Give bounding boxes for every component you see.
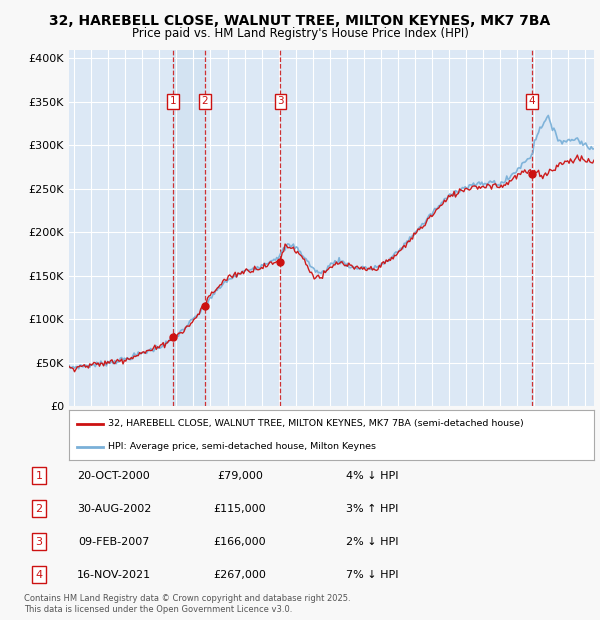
Text: 2% ↓ HPI: 2% ↓ HPI [346, 536, 398, 547]
Text: 3: 3 [277, 96, 284, 106]
Text: 3% ↑ HPI: 3% ↑ HPI [346, 503, 398, 513]
Text: 4% ↓ HPI: 4% ↓ HPI [346, 471, 398, 480]
Text: 3: 3 [35, 536, 43, 547]
Text: Contains HM Land Registry data © Crown copyright and database right 2025.
This d: Contains HM Land Registry data © Crown c… [24, 595, 350, 614]
Text: £115,000: £115,000 [214, 503, 266, 513]
Text: £166,000: £166,000 [214, 536, 266, 547]
Text: £267,000: £267,000 [214, 570, 266, 580]
Text: 2: 2 [35, 503, 43, 513]
Text: 7% ↓ HPI: 7% ↓ HPI [346, 570, 398, 580]
Text: 1: 1 [35, 471, 43, 480]
Bar [280, 50, 281, 406]
Text: HPI: Average price, semi-detached house, Milton Keynes: HPI: Average price, semi-detached house,… [109, 442, 376, 451]
Text: 2: 2 [202, 96, 208, 106]
Text: 16-NOV-2021: 16-NOV-2021 [77, 570, 151, 580]
Text: 4: 4 [529, 96, 536, 106]
Text: 4: 4 [35, 570, 43, 580]
Text: 20-OCT-2000: 20-OCT-2000 [77, 471, 151, 480]
Text: 32, HAREBELL CLOSE, WALNUT TREE, MILTON KEYNES, MK7 7BA (semi-detached house): 32, HAREBELL CLOSE, WALNUT TREE, MILTON … [109, 419, 524, 428]
Text: 1: 1 [170, 96, 176, 106]
Text: 09-FEB-2007: 09-FEB-2007 [79, 536, 149, 547]
Bar [173, 50, 205, 406]
Text: £79,000: £79,000 [217, 471, 263, 480]
Text: 30-AUG-2002: 30-AUG-2002 [77, 503, 151, 513]
Text: Price paid vs. HM Land Registry's House Price Index (HPI): Price paid vs. HM Land Registry's House … [131, 27, 469, 40]
Text: 32, HAREBELL CLOSE, WALNUT TREE, MILTON KEYNES, MK7 7BA: 32, HAREBELL CLOSE, WALNUT TREE, MILTON … [49, 14, 551, 28]
